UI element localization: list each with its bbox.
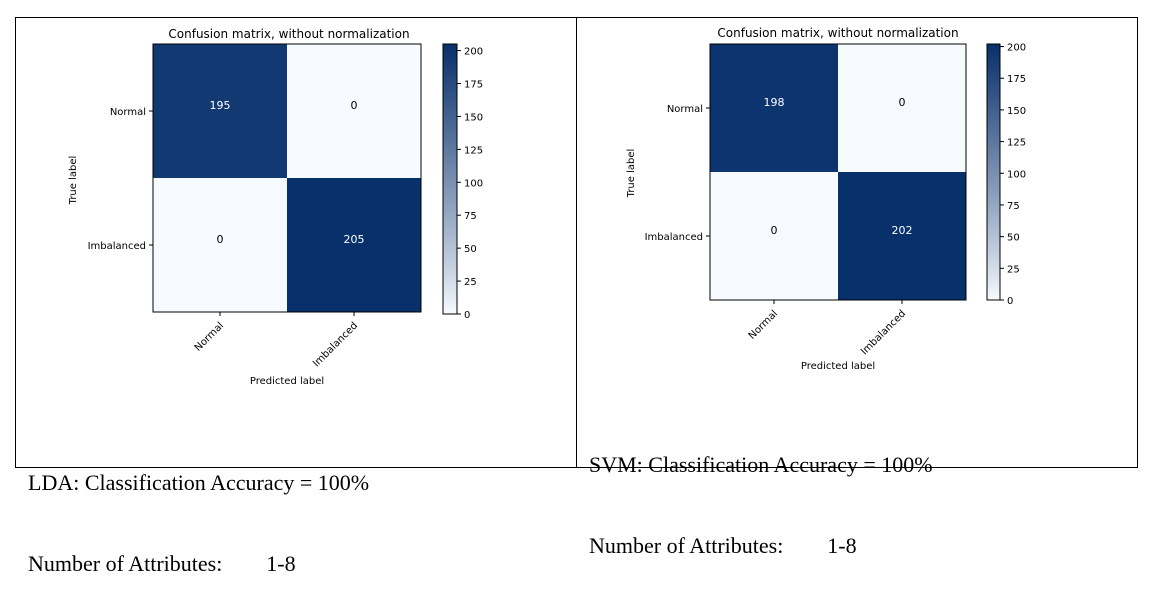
colorbar-tick-label: 200 <box>464 47 483 58</box>
y-axis-label: True label <box>68 156 79 206</box>
cell-value-label: 205 <box>344 233 365 246</box>
y-tick-label: Normal <box>667 104 703 115</box>
colorbar-tick-label: 100 <box>464 178 483 189</box>
svm-accuracy-text: SVM: Classification Accuracy = 100% <box>589 452 933 477</box>
lda-caption: LDA: Classification Accuracy = 100% Numb… <box>28 415 369 604</box>
confusion-matrix-lda: Confusion matrix, without normalization 1… <box>68 27 483 387</box>
colorbar-tick-label: 175 <box>464 80 483 91</box>
chart-title: Confusion matrix, without normalization <box>168 27 409 41</box>
colorbar-tick-label: 175 <box>1007 74 1026 85</box>
colorbar-tick-label: 50 <box>464 244 477 255</box>
x-axis-label: Predicted label <box>250 376 324 387</box>
x-axis-label: Predicted label <box>801 361 875 372</box>
svm-attributes-text: Number of Attributes: 1-8 <box>589 533 857 558</box>
cell-value-label: 0 <box>899 96 906 109</box>
matrix-cell <box>838 44 966 172</box>
matrix-cell <box>153 44 287 178</box>
confusion-matrix-svm: Confusion matrix, without normalization 1… <box>626 26 1026 372</box>
colorbar-tick-label: 50 <box>1007 233 1020 244</box>
matrix-cell <box>153 178 287 312</box>
y-tick-label: Imbalanced <box>645 232 703 243</box>
x-tick-label: Imbalanced <box>859 308 908 357</box>
colorbar-tick-label: 0 <box>1007 296 1013 307</box>
matrix-cell <box>710 44 838 172</box>
cell-value-label: 0 <box>351 99 358 112</box>
matrix-cell <box>838 172 966 300</box>
colorbar-tick-label: 0 <box>464 310 470 321</box>
panel-divider <box>576 17 577 468</box>
colorbar-tick-label: 25 <box>464 277 477 288</box>
matrix-frame <box>709 43 967 301</box>
matrix-cell <box>287 178 421 312</box>
colorbar-tick-label: 75 <box>1007 201 1020 212</box>
colorbar-tick-label: 25 <box>1007 264 1020 275</box>
svm-caption: SVM: Classification Accuracy = 100% Numb… <box>589 397 933 586</box>
x-tick-label: Normal <box>747 308 780 341</box>
matrix-cell <box>710 172 838 300</box>
matrix-cell <box>287 44 421 178</box>
colorbar-tick-label: 200 <box>1007 43 1026 54</box>
y-axis-label: True label <box>626 149 637 199</box>
colorbar <box>442 43 458 315</box>
cell-value-label: 195 <box>210 99 231 112</box>
cell-value-label: 0 <box>217 233 224 246</box>
cell-value-label: 202 <box>892 224 913 237</box>
colorbar-tick-label: 150 <box>1007 106 1026 117</box>
colorbar-tick-label: 125 <box>1007 138 1026 149</box>
colorbar-tick-label: 75 <box>464 211 477 222</box>
lda-attributes-text: Number of Attributes: 1-8 <box>28 551 296 576</box>
chart-title: Confusion matrix, without normalization <box>717 26 958 40</box>
matrix-frame <box>152 43 422 313</box>
colorbar <box>986 43 1001 301</box>
y-tick-label: Imbalanced <box>88 241 146 252</box>
cell-value-label: 0 <box>771 224 778 237</box>
cell-value-label: 198 <box>764 96 785 109</box>
colorbar-tick-label: 100 <box>1007 169 1026 180</box>
colorbar-tick-label: 150 <box>464 112 483 123</box>
y-tick-label: Normal <box>110 107 146 118</box>
colorbar-tick-label: 125 <box>464 145 483 156</box>
